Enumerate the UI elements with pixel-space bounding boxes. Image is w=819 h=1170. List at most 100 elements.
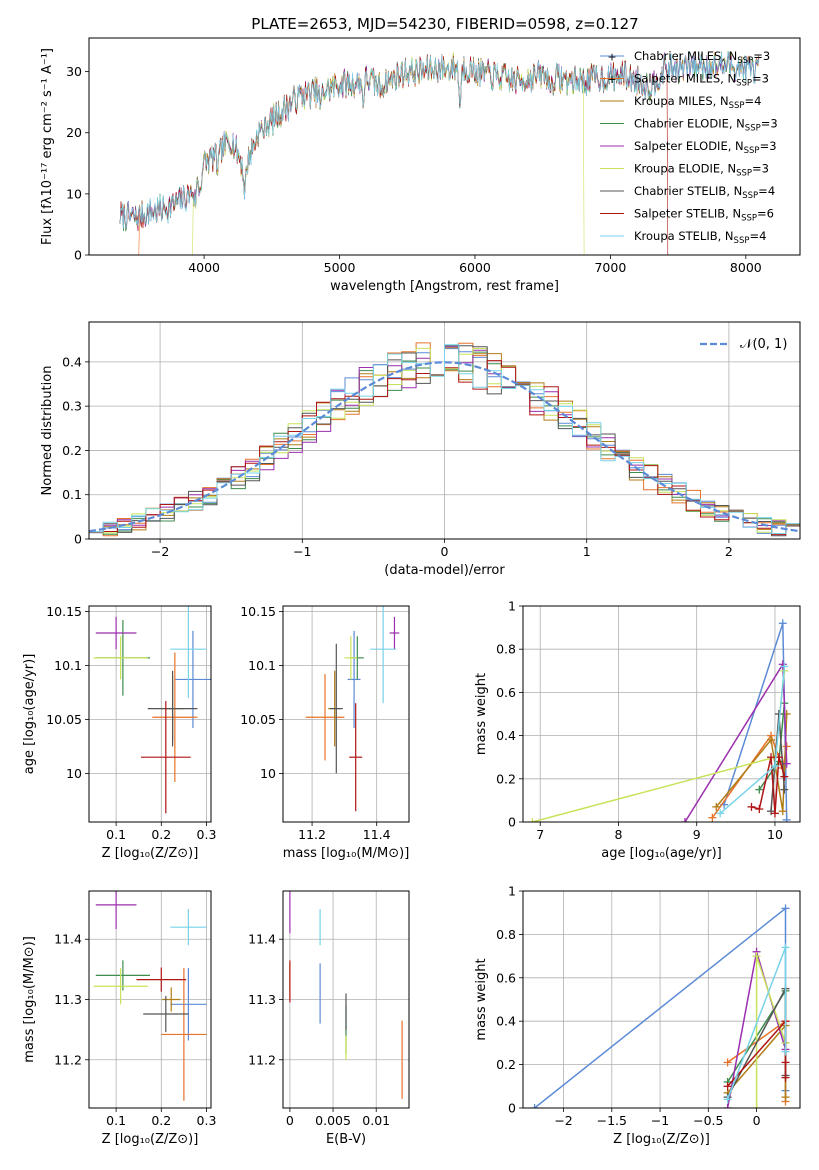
- x-tick-label: 11.2: [298, 827, 326, 842]
- error-bar-point: [170, 606, 207, 698]
- error-bar-point: [147, 670, 198, 747]
- weight-marker: [708, 813, 717, 822]
- weight-marker: [781, 1073, 790, 1082]
- weight-marker: [528, 818, 537, 822]
- y-tick-label: 11.2: [54, 1052, 82, 1067]
- weight-vs-age-axes: 7 8 9 10 0 0.2 0.4 0.6 0.8 1 age [log₁₀(age/yr)] ma…: [474, 599, 801, 861]
- x-tick-label: 5000: [324, 260, 356, 275]
- x-tick-label: 0: [286, 1113, 294, 1128]
- y-axis-label: mass weight: [474, 673, 489, 755]
- plot-area: [289, 891, 403, 1099]
- x-tick-label: −1.5: [597, 1113, 627, 1128]
- x-tick-label: −2: [151, 544, 169, 559]
- weight-marker: [755, 805, 764, 814]
- x-tick-label: −2: [554, 1113, 572, 1128]
- y-tick-label: 10.05: [46, 712, 82, 727]
- weight-marker: [774, 710, 783, 718]
- error-bar-point: [347, 630, 361, 729]
- error-bar-point: [174, 630, 211, 729]
- y-tick-label: 0.4: [62, 354, 82, 369]
- weight-marker: [716, 809, 725, 818]
- legend-entry: Kroupa MILES, NSSP=4: [634, 94, 761, 111]
- x-tick-label: 4000: [188, 260, 220, 275]
- weight-marker: [530, 1104, 539, 1108]
- legend-entry: Chabrier STELIB, NSSP=4: [634, 184, 775, 201]
- weight-marker: [723, 1104, 732, 1108]
- figure-title: PLATE=2653, MJD=54230, FIBERID=0598, z=0…: [251, 15, 638, 33]
- y-tick-label: 11.3: [248, 992, 276, 1007]
- axes-frame: [88, 37, 801, 256]
- error-bar-point: [389, 616, 400, 650]
- y-tick-label: 0.6: [496, 685, 516, 700]
- legend-entry: Chabrier ELODIE, NSSP=3: [634, 117, 778, 134]
- weight-marker: [770, 809, 779, 818]
- y-tick-label: 0.6: [496, 970, 516, 985]
- y-tick-label: 0: [74, 532, 82, 547]
- x-tick-label: 0.1: [106, 1113, 126, 1128]
- legend-entry: Chabrier MILES, NSSP=3: [634, 49, 770, 66]
- y-tick-label: 0.8: [496, 642, 516, 657]
- x-tick-label: 0.2: [151, 827, 171, 842]
- y-tick-label: 0.8: [496, 927, 516, 942]
- x-tick-label: 7: [536, 827, 544, 842]
- x-tick-label: 9: [693, 827, 701, 842]
- weight-marker: [780, 772, 789, 781]
- weight-marker: [781, 1058, 790, 1067]
- error-bar-point: [136, 967, 187, 992]
- age-vs-metallicity-axes: 0.1 0.2 0.3 10 10.05 10.1 10.15 Z [log₁₀(Z/Z⊙)]…: [22, 604, 217, 861]
- weight-marker: [747, 802, 756, 811]
- error-bar-point: [349, 703, 363, 812]
- grid: [89, 891, 211, 1108]
- legend-marker: +: [607, 51, 616, 64]
- error-bar-point: [93, 636, 148, 680]
- x-axis-label: (data-model)/error: [384, 563, 505, 578]
- spectrum-line: [119, 50, 760, 229]
- plot-area: [528, 619, 791, 822]
- x-tick-label: −1: [651, 1113, 669, 1128]
- normal-reference-curve: [89, 361, 800, 533]
- y-tick-label: 11.4: [54, 932, 82, 947]
- weight-marker: [680, 818, 689, 822]
- x-tick-label: 7000: [594, 260, 626, 275]
- y-tick-label: 10: [66, 186, 82, 201]
- x-tick-label: 8000: [730, 260, 762, 275]
- weight-marker: [767, 753, 776, 762]
- x-tick-label: 0.3: [197, 827, 217, 842]
- x-tick-label: 8: [614, 827, 622, 842]
- y-tick-label: 20: [66, 125, 82, 140]
- weight-line: [751, 756, 786, 814]
- weight-marker: [752, 952, 761, 961]
- weight-marker: [782, 815, 791, 822]
- weight-marker: [781, 1047, 790, 1056]
- y-tick-label: 1: [508, 884, 516, 899]
- y-tick-label: 0.3: [62, 399, 82, 414]
- y-tick-label: 10.15: [240, 604, 276, 619]
- y-tick-label: 10: [260, 766, 276, 781]
- y-tick-label: 0.4: [496, 1014, 516, 1029]
- legend-entry: Salpeter MILES, NSSP=3: [634, 72, 769, 89]
- weight-marker: [755, 785, 764, 794]
- error-bar-point: [170, 909, 207, 946]
- x-tick-label: 10: [767, 827, 783, 842]
- error-bar-point: [95, 960, 150, 991]
- legend-entry: Kroupa STELIB, NSSP=4: [634, 229, 766, 246]
- x-tick-label: 2: [725, 544, 733, 559]
- x-tick-label: 0: [753, 1113, 761, 1128]
- weight-marker: [723, 1095, 732, 1104]
- x-tick-label: 6000: [459, 260, 491, 275]
- y-axis-label: Flux [fλ10⁻¹⁷ erg cm⁻² s⁻¹ A⁻¹]: [40, 48, 55, 245]
- x-axis-label: Z [log₁₀(Z/Z⊙)]: [102, 1132, 199, 1147]
- plot-area: [530, 904, 790, 1108]
- y-tick-label: 10.1: [248, 658, 276, 673]
- legend-entry: 𝒩(0, 1): [740, 337, 787, 352]
- y-tick-label: 10: [66, 766, 82, 781]
- mass-vs-extinction-axes: 0 0.005 0.01 11.2 11.3 11.4 E(B-V): [248, 890, 410, 1147]
- error-bar-point: [95, 891, 137, 929]
- residuals-axes: −2 −1 0 1 2 0 0.1 0.2 0.3 0.4 (data-model)/error No…: [40, 321, 801, 578]
- y-tick-label: 30: [66, 64, 82, 79]
- y-tick-label: 11.4: [248, 932, 276, 947]
- x-axis-label: E(B-V): [326, 1132, 366, 1147]
- y-tick-label: 0.2: [496, 771, 516, 786]
- y-tick-label: 0: [508, 1101, 516, 1116]
